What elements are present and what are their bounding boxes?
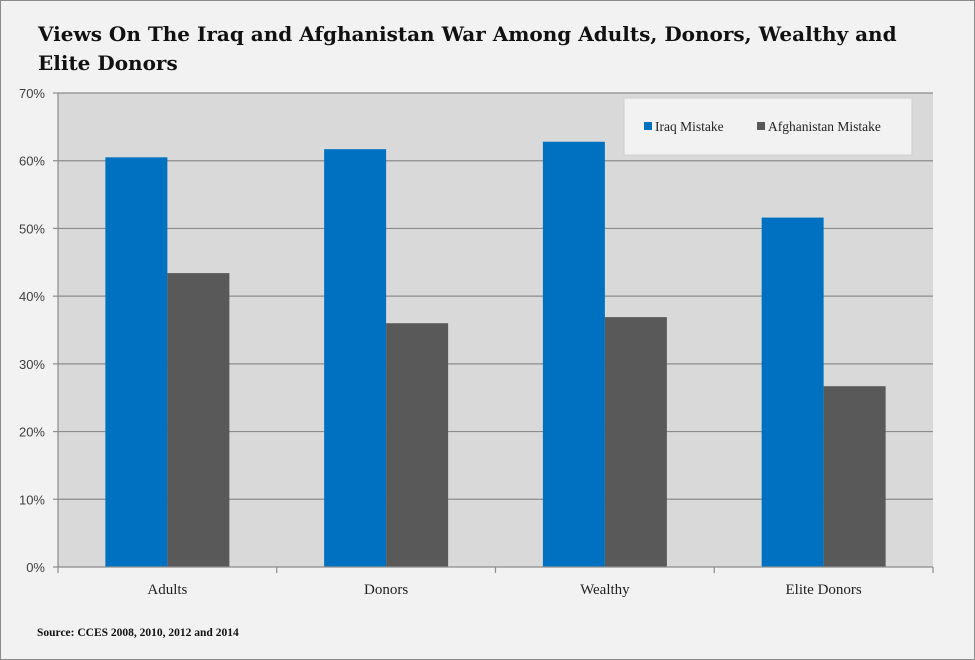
legend-label-afghanistan: Afghanistan Mistake	[768, 119, 881, 134]
y-tick-label: 20%	[19, 425, 45, 440]
x-axis: Adults Donors Wealthy Elite Donors	[57, 566, 934, 598]
x-tick-label: Adults	[147, 582, 187, 598]
legend-label-iraq: Iraq Mistake	[655, 119, 724, 134]
y-tick-label: 60%	[19, 154, 45, 169]
legend-swatch-afghanistan	[757, 122, 765, 130]
bar-afghanistan-wealthy	[604, 317, 667, 567]
legend-box	[623, 97, 913, 156]
x-tick-label: Wealthy	[580, 582, 630, 598]
y-tick-label: 10%	[19, 492, 45, 507]
bar-iraq-donors	[324, 149, 387, 567]
y-tick-label: 0%	[26, 560, 45, 575]
legend-swatch-iraq	[644, 122, 652, 130]
y-tick-label: 30%	[19, 357, 45, 372]
bar-afghanistan-donors	[386, 323, 449, 567]
source-note: Source: CCES 2008, 2010, 2012 and 2014	[37, 627, 239, 639]
bars	[105, 141, 886, 568]
legend: Iraq Mistake Afghanistan Mistake	[623, 97, 913, 156]
chart-title: Views On The Iraq and Afghanistan War Am…	[38, 22, 897, 75]
y-tick-label: 50%	[19, 221, 45, 236]
x-tick-label: Elite Donors	[786, 582, 862, 598]
bar-iraq-adults	[105, 157, 168, 568]
y-tick-label: 70%	[19, 86, 45, 101]
bar-afghanistan-elite-donors	[823, 386, 886, 567]
y-tick-label: 40%	[19, 289, 45, 304]
bar-iraq-elite-donors	[761, 217, 824, 567]
bar-iraq-wealthy	[542, 141, 605, 568]
y-axis: 0% 10% 20% 30% 40% 50% 60% 70%	[19, 86, 59, 575]
bar-afghanistan-adults	[167, 273, 230, 567]
x-tick-label: Donors	[364, 582, 408, 598]
